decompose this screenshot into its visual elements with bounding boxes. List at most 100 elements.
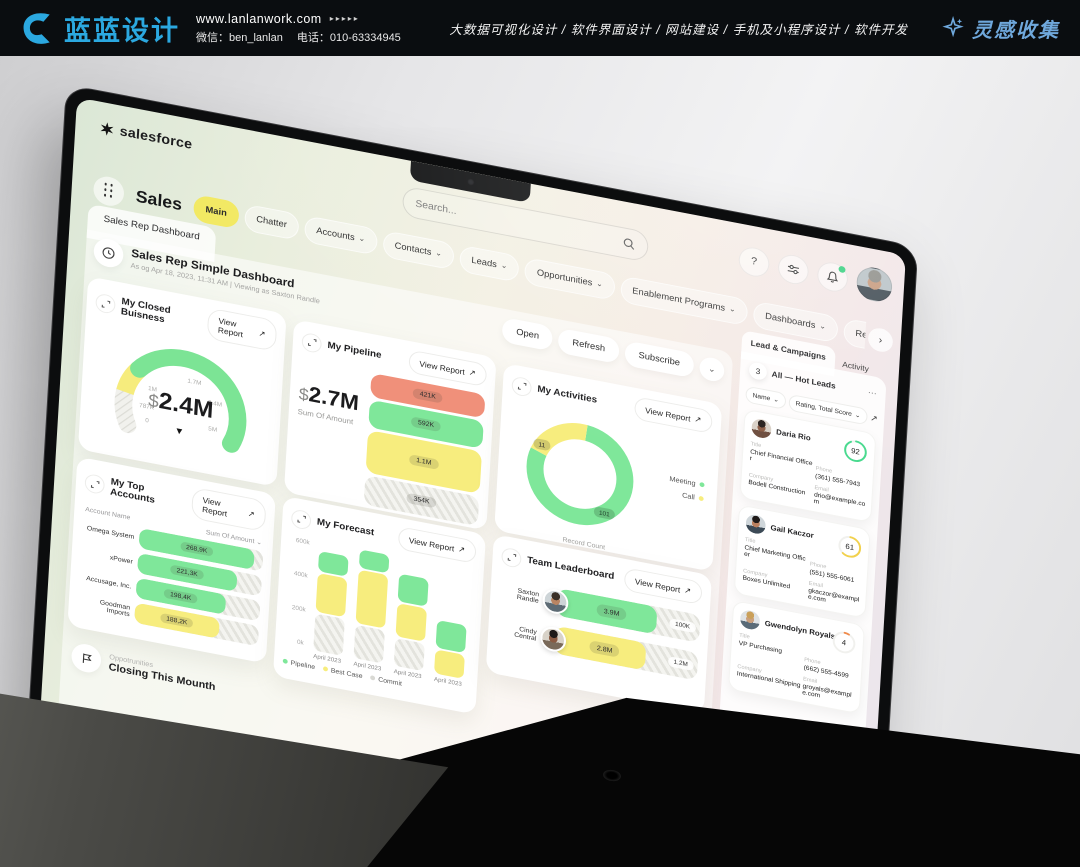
refresh-button[interactable]: Refresh xyxy=(557,327,620,364)
widget-title: My Closed Buisness xyxy=(120,296,171,326)
bell-icon xyxy=(826,271,839,283)
laptop-screen: salesforce ? xyxy=(38,97,906,867)
chevron-down-icon: ⌄ xyxy=(358,233,366,244)
donut-chart: 11 101 Meeting Call Record Count xyxy=(503,398,711,570)
svg-text:5M: 5M xyxy=(208,425,217,433)
expand-icon[interactable] xyxy=(301,331,323,354)
app-launcher-icon[interactable] xyxy=(92,173,125,208)
widget-title: Team Leaderboard xyxy=(526,555,615,582)
lead-score-ring: 61 xyxy=(838,536,862,558)
widget-my-pipeline: My Pipeline View Report ↗ $2.7M Sum Of Am… xyxy=(283,319,497,545)
chevron-down-icon: ⌄ xyxy=(819,321,827,332)
banner-contact-block: www.lanlanwork.com ▸▸▸▸▸ 微信：ben_lanlan 电… xyxy=(196,12,401,45)
svg-text:92: 92 xyxy=(851,446,860,456)
salesforce-wordmark: salesforce xyxy=(119,124,193,153)
laptop-frame: salesforce ? xyxy=(26,84,919,867)
widget-title: My Pipeline xyxy=(327,340,382,361)
expand-icon[interactable] xyxy=(84,472,106,496)
view-report-button[interactable]: View Report ↗ xyxy=(623,567,703,606)
arrow-up-right-icon: ↗ xyxy=(468,367,477,378)
widget-my-forecast: My Forecast View Report ↗ 600k 400k 200k 0k xyxy=(272,495,487,715)
widget-title: My Forecast xyxy=(316,517,375,539)
svg-text:61: 61 xyxy=(845,542,854,552)
arrow-up-right-icon: ↗ xyxy=(694,414,702,425)
banner-phone: 电话：010-63334945 xyxy=(296,31,401,44)
sparkle-star-icon xyxy=(942,16,964,38)
dashboard-header: Sales Rep Simple Dashboard As og Apr 18,… xyxy=(92,236,725,384)
svg-text:4: 4 xyxy=(842,638,848,648)
chevron-right-icon: › xyxy=(878,334,883,346)
header-actions: ? xyxy=(738,242,894,305)
nav-item-main[interactable]: Main xyxy=(192,193,240,229)
forecast-bar xyxy=(352,549,389,664)
svg-text:11: 11 xyxy=(538,442,546,450)
user-avatar[interactable] xyxy=(855,264,894,305)
nav-scroll-right-button[interactable]: › xyxy=(867,326,894,354)
open-list-icon[interactable]: ↗ xyxy=(870,412,878,424)
lead-card[interactable]: Gail Kaczor 61 Title Chief Marketing Offi… xyxy=(733,504,871,619)
expand-icon[interactable] xyxy=(290,508,312,531)
svg-text:787K: 787K xyxy=(139,402,155,412)
forecast-bar xyxy=(312,550,349,656)
subscribe-button[interactable]: Subscribe xyxy=(624,339,695,378)
sliders-icon xyxy=(787,264,799,274)
leads-side-panel: Lead & Campaigns Activity 3 All — Hot Le… xyxy=(712,330,888,858)
widget-my-top-accounts: My Top Accounts View Report ↗ Account Nam… xyxy=(67,456,276,664)
widget-my-closed-business: My Closed Buisness View Report ↗ xyxy=(77,276,287,487)
forecast-y-axis: 600k 400k 200k 0k xyxy=(291,537,310,647)
chevron-down-icon: ⌄ xyxy=(596,279,604,289)
chevron-down-icon: ⌄ xyxy=(500,260,508,271)
chevron-down-icon: ⌄ xyxy=(435,248,443,258)
widget-title: My Activities xyxy=(537,384,598,406)
banner-collect: 灵感收集 xyxy=(942,14,1060,43)
chevron-down-icon: ⌄ xyxy=(773,396,780,404)
filter-name[interactable]: Name ⌄ xyxy=(745,385,787,410)
expand-icon[interactable] xyxy=(511,375,533,398)
view-report-button[interactable]: View Report ↗ xyxy=(190,486,267,533)
avatar xyxy=(739,608,761,632)
banner-services: 大数据可视化设计 / 软件界面设计 / 网站建设 / 手机及小程序设计 / 软件… xyxy=(449,22,908,37)
nav-item-contacts[interactable]: Contacts ⌄ xyxy=(382,229,455,270)
leads-list-title: All — Hot Leads xyxy=(771,369,837,391)
help-icon: ? xyxy=(750,255,758,268)
nav-item-enablement-programs[interactable]: Enablement Programs ⌄ xyxy=(619,274,749,326)
more-actions-button[interactable]: ⌄ xyxy=(698,355,725,383)
nav-item-revenue-insights[interactable]: Revenue Insights xyxy=(842,317,867,354)
expand-icon[interactable] xyxy=(501,546,522,569)
forecast-bar xyxy=(393,573,429,672)
search-bar[interactable] xyxy=(401,185,650,263)
forecast-bar xyxy=(433,619,467,679)
svg-text:2.4M: 2.4M xyxy=(208,399,223,408)
lead-score-ring: 4 xyxy=(832,631,856,654)
nav-item-leads[interactable]: Leads ⌄ xyxy=(458,244,520,283)
salesforce-logo: salesforce xyxy=(99,120,193,153)
settings-button[interactable] xyxy=(777,251,810,287)
banner-website: www.lanlanwork.com xyxy=(196,11,322,26)
nav-item-accounts[interactable]: Accounts ⌄ xyxy=(303,214,378,256)
lead-score-ring: 92 xyxy=(844,440,867,462)
notification-dot xyxy=(838,265,846,273)
nav-item-opportunities[interactable]: Opportunities ⌄ xyxy=(524,256,616,301)
expand-icon[interactable] xyxy=(95,292,116,315)
notifications-button[interactable] xyxy=(816,259,849,294)
search-icon xyxy=(623,238,635,250)
lead-card[interactable]: Gwendolyn Royals 4 Title VP Purchasing Ph… xyxy=(728,600,865,715)
open-button[interactable]: Open xyxy=(501,316,554,352)
avatar xyxy=(751,417,772,440)
chevron-down-icon: ⌄ xyxy=(854,411,861,420)
laptop: salesforce ? xyxy=(26,84,919,867)
flag-icon xyxy=(70,641,102,675)
svg-text:1M: 1M xyxy=(148,385,157,393)
banner-collect-label: 灵感收集 xyxy=(972,19,1060,42)
more-options-icon[interactable]: ⋯ xyxy=(867,387,878,398)
banner-wechat: 微信：ben_lanlan xyxy=(196,31,283,44)
svg-text:0: 0 xyxy=(145,417,149,424)
gauge-chart: 0 787K 1M 1.7M 2.4M 5M $2.4M ▼ xyxy=(86,321,275,493)
salesforce-star-icon xyxy=(100,122,114,136)
lead-card[interactable]: Daria Rio 92 Title Chief Financial Office… xyxy=(739,408,877,523)
svg-text:101: 101 xyxy=(599,510,611,519)
workspace-name: Sales xyxy=(135,186,183,214)
nav-item-chatter[interactable]: Chatter xyxy=(243,203,300,241)
help-button[interactable]: ? xyxy=(738,244,771,279)
